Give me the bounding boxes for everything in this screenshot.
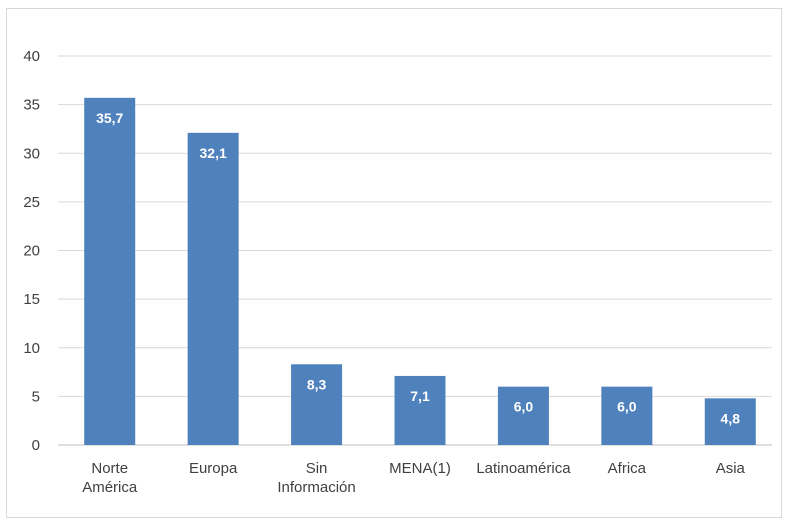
data-label: 35,7 <box>96 110 123 126</box>
data-label: 8,3 <box>307 376 327 392</box>
bar <box>84 97 136 445</box>
bar <box>394 375 446 445</box>
data-label: 7,1 <box>410 388 430 404</box>
category-label: Información <box>277 479 355 496</box>
chart-frame <box>6 8 782 518</box>
category-label: MENA(1) <box>389 460 451 477</box>
category-label: Latinoamérica <box>476 460 571 477</box>
bar <box>704 398 756 445</box>
category-label: Asia <box>716 460 746 477</box>
y-tick-label: 5 <box>32 388 40 405</box>
y-tick-label: 0 <box>32 437 40 454</box>
data-label: 6,0 <box>617 399 637 415</box>
y-tick-label: 10 <box>23 340 40 357</box>
category-label: Sin <box>306 460 328 477</box>
bar <box>291 364 343 445</box>
data-label: 32,1 <box>200 145 227 161</box>
category-label: Norte <box>91 460 128 477</box>
category-label: América <box>82 479 138 496</box>
category-label: Europa <box>189 460 238 477</box>
y-tick-label: 15 <box>23 291 40 308</box>
bar <box>187 132 239 445</box>
data-label: 4,8 <box>721 410 741 426</box>
y-tick-label: 20 <box>23 243 40 260</box>
bar <box>601 386 653 445</box>
y-tick-label: 35 <box>23 97 40 114</box>
bar <box>497 386 549 445</box>
y-tick-label: 40 <box>23 48 40 65</box>
y-tick-label: 30 <box>23 145 40 162</box>
y-tick-label: 25 <box>23 194 40 211</box>
category-label: Africa <box>608 460 647 477</box>
data-label: 6,0 <box>514 399 534 415</box>
